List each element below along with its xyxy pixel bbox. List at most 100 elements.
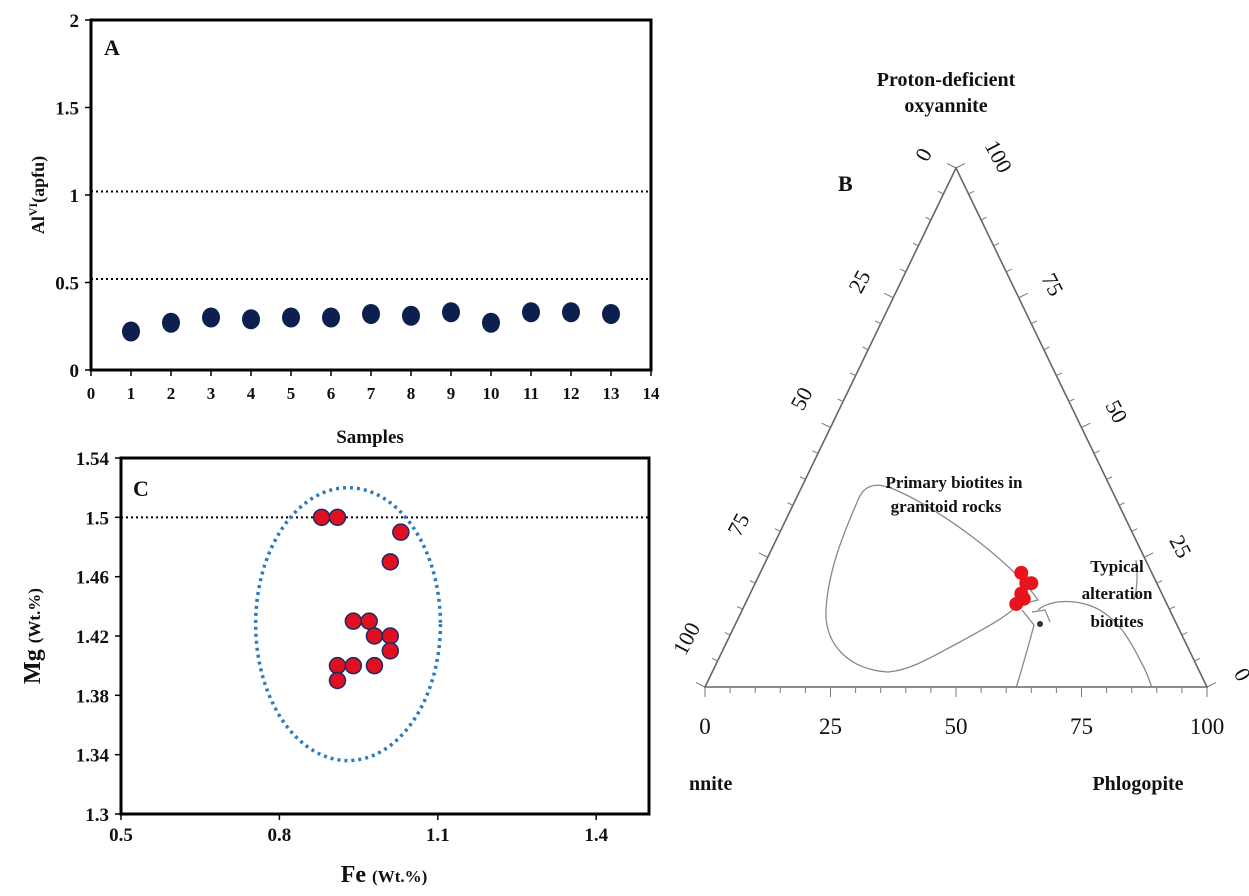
- panel-a-y-axis-label: AlVI(apfu): [26, 156, 49, 234]
- ternary-right-tick: [993, 242, 1000, 247]
- panel-c-data-point: [365, 656, 384, 675]
- ternary-left-tick: [812, 450, 819, 454]
- ternary-left-tick: [799, 476, 806, 480]
- panel-c-data-point: [365, 627, 384, 645]
- panel-c-y-label-main: Mg: [20, 649, 46, 684]
- panel-a-y-tick-label: 0.5: [55, 274, 79, 295]
- panel-a-data-point: [322, 307, 340, 328]
- ternary-bottom-tick-label: 0: [699, 714, 711, 739]
- panel-b-label: B: [838, 171, 853, 196]
- panel-a: A 00.511.52 0 1 2 3 4 5 6 7 8 9 10 11 12 13 14 Samples…: [26, 11, 660, 448]
- panel-c-cluster-ellipse: [253, 485, 443, 763]
- ternary-left-tick: [912, 242, 919, 247]
- field-primary-label-line2: granitoid rocks: [891, 497, 1002, 516]
- ternary-bottom-tick-label: 25: [819, 714, 842, 739]
- panel-a-data-point: [482, 312, 500, 333]
- ternary-data-point: [1014, 586, 1029, 601]
- ternary-left-tick: [875, 320, 881, 325]
- ternary-right-tick: [1194, 657, 1201, 662]
- alteration-field-connector: [1031, 609, 1051, 623]
- alteration-biotite-field: [1037, 600, 1153, 689]
- apex-top-label-line2: oxyannite: [904, 95, 987, 117]
- panel-c-y-tick-label: 1.34: [76, 746, 110, 767]
- panel-a-x-tick-label: 4: [247, 384, 256, 403]
- panel-a-x-tick-label: 6: [327, 384, 336, 403]
- panel-c-data-point: [360, 612, 378, 630]
- panel-c-data-point: [344, 656, 363, 675]
- ternary-right-tick: [1031, 320, 1037, 325]
- panel-a-x-tick-label: 3: [207, 384, 216, 403]
- ternary-right-tick: [1056, 372, 1063, 377]
- panel-a-x-tick-label: 12: [563, 384, 580, 403]
- ternary-left-tick: [862, 346, 869, 351]
- ternary-right-tick-label: 0: [1229, 664, 1249, 685]
- panel-a-data-point: [242, 309, 260, 330]
- ternary-right-tick: [1068, 398, 1075, 402]
- panel-c-data-point: [328, 671, 347, 690]
- field-alteration-label-line3: biotites: [1091, 612, 1144, 631]
- panel-c-data-point: [344, 612, 363, 630]
- ternary-bottom-tick-label: 50: [945, 714, 968, 739]
- ternary-right-tick-label: 75: [1036, 269, 1068, 300]
- field-alteration-label-line1: Typical: [1090, 557, 1144, 576]
- panel-a-x-tick-label: 9: [447, 384, 456, 403]
- ternary-left-tick: [774, 528, 781, 532]
- panel-a-data-point: [522, 302, 540, 323]
- ternary-right-tick: [1131, 528, 1138, 532]
- panel-c-y-label-unit: (Wt.%): [25, 588, 44, 643]
- panel-a-y-tick-label: 1.5: [55, 99, 79, 120]
- ternary-left-tick-label: 25: [843, 266, 875, 297]
- panel-c-x-tick-label: 1.1: [426, 825, 450, 846]
- panel-a-x-tick-label: 1: [127, 384, 136, 403]
- ternary-left-tick-label: 100: [668, 618, 706, 659]
- ternary-triangle: [703, 166, 1209, 688]
- ternary-left-tick: [821, 422, 831, 428]
- panel-c-y-tick-label: 1.3: [85, 805, 109, 826]
- ternary-right-tick: [1018, 292, 1028, 299]
- field-primary-label-line1: Primary biotites in: [886, 473, 1023, 492]
- panel-a-data-point: [282, 307, 300, 328]
- panel-a-label: A: [104, 35, 120, 60]
- ternary-bottom-tick-label: 75: [1070, 714, 1093, 739]
- panel-a-y-tick-label: 2: [70, 11, 80, 32]
- panel-c-data-point: [328, 508, 347, 527]
- ternary-right-tick: [1106, 476, 1113, 480]
- ternary-left-tick: [900, 268, 907, 273]
- panel-a-data-point: [362, 304, 380, 324]
- ternary-right-tick: [1081, 422, 1091, 428]
- ternary-left-tick: [787, 502, 794, 506]
- panel-a-data-point: [162, 312, 180, 333]
- alteration-field-tick: [1133, 559, 1138, 601]
- ternary-right-tick: [968, 190, 975, 195]
- panel-a-x-tick-label: 7: [367, 384, 376, 403]
- panel-a-x-tick-label: 14: [643, 384, 661, 403]
- panel-c-y-tick-label: 1.42: [76, 627, 109, 648]
- panel-c-y-axis-label: Mg (Wt.%): [20, 588, 46, 684]
- panel-c-data-point: [312, 508, 331, 527]
- ternary-right-tick: [1093, 450, 1100, 454]
- panel-a-y-tick-label: 1: [70, 186, 80, 207]
- ternary-right-tick: [955, 163, 966, 169]
- ternary-right-tick-label: 25: [1164, 531, 1196, 562]
- panel-c-data-point: [381, 627, 400, 645]
- panel-a-data-point: [402, 305, 420, 326]
- field-boundary-line: [1015, 609, 1035, 689]
- panel-a-y-label-main: Al: [28, 216, 48, 234]
- panel-a-x-axis-label: Samples: [336, 427, 404, 448]
- ternary-left-tick: [925, 216, 932, 221]
- panel-c-x-axis-label: Fe (Wt.%): [341, 862, 428, 888]
- ternary-right-tick: [1043, 346, 1050, 351]
- ternary-left-tick: [749, 580, 756, 584]
- panel-a-data-point: [442, 302, 460, 323]
- ternary-left-tick: [937, 190, 944, 195]
- ternary-right-tick: [1118, 502, 1125, 506]
- panel-c-x-tick-label: 1.4: [584, 825, 608, 846]
- panel-a-data-point: [562, 302, 580, 323]
- ternary-left-tick-label: 75: [722, 509, 754, 540]
- panel-a-y-label-sup: VI: [26, 203, 40, 217]
- panel-a-data-point: [602, 304, 620, 324]
- panel-a-x-tick-label: 13: [603, 384, 620, 403]
- ternary-left-tick: [758, 552, 768, 558]
- ternary-left-tick: [849, 372, 856, 377]
- field-junction-dot: [1037, 621, 1043, 627]
